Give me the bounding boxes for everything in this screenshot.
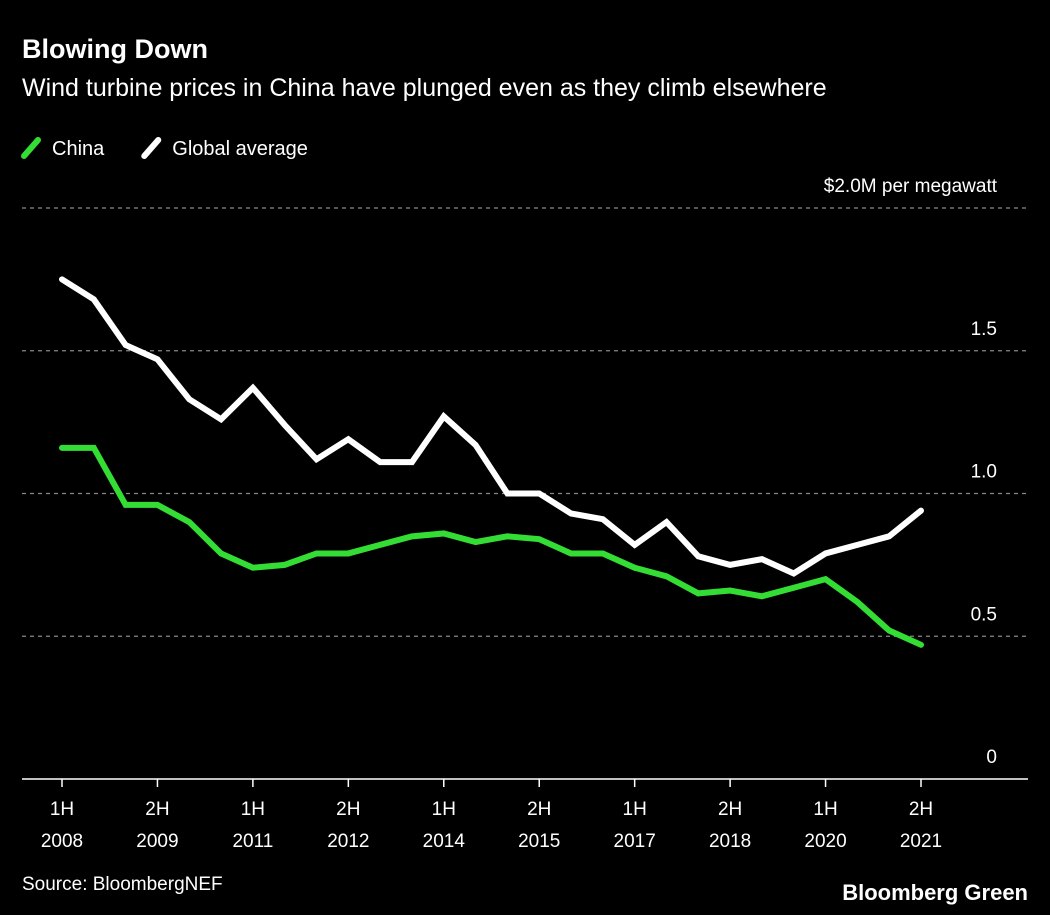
x-tick-label: 2H 2012 <box>327 799 369 852</box>
x-tick-label: 1H 2011 <box>232 799 273 852</box>
source: Source: BloombergNEF <box>22 874 223 895</box>
x-tick-label: 2H 2009 <box>136 799 178 852</box>
legend-swatch <box>141 137 162 159</box>
chart-subtitle: Wind turbine prices in China have plunge… <box>22 74 827 102</box>
y-tick-label: $2.0M per megawatt <box>824 176 998 197</box>
y-tick-label: 0 <box>986 747 997 768</box>
series-line <box>59 444 924 648</box>
x-tick-label: 1H 2017 <box>614 799 656 852</box>
y-tick-label: 1.5 <box>971 319 997 340</box>
x-tick-label: 1H 2020 <box>804 799 846 852</box>
legend: China Global average <box>21 137 308 160</box>
x-tick-label: 2H 2021 <box>900 799 942 852</box>
chart-title: Blowing Down <box>22 34 208 64</box>
legend-swatch <box>21 137 41 159</box>
credit: Bloomberg Green <box>842 880 1028 905</box>
x-tick-label: 2H 2018 <box>709 799 751 852</box>
y-tick-label: 0.5 <box>971 604 997 625</box>
legend-label: Global average <box>172 138 308 160</box>
x-tick-label: 1H 2008 <box>41 799 83 852</box>
x-tick-label: 1H 2014 <box>423 799 466 852</box>
legend-label: China <box>52 138 105 160</box>
x-tick-label: 2H 2015 <box>518 799 560 852</box>
series-line <box>59 276 924 577</box>
y-tick-label: 1.0 <box>971 462 997 483</box>
